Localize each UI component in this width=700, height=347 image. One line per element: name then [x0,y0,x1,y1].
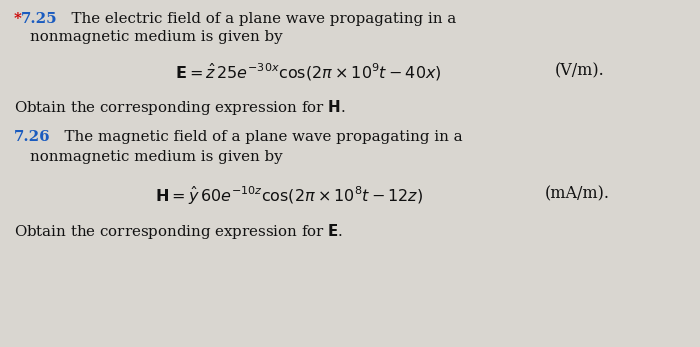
Text: $\mathbf{E} = \hat{z}\,25e^{-30x}\cos(2\pi \times 10^9 t - 40x)$: $\mathbf{E} = \hat{z}\,25e^{-30x}\cos(2\… [175,62,442,83]
Text: Obtain the corresponding expression for $\mathbf{E}$.: Obtain the corresponding expression for … [14,222,343,241]
Text: The electric field of a plane wave propagating in a: The electric field of a plane wave propa… [62,12,456,26]
Text: 7.26: 7.26 [14,130,50,144]
Text: nonmagnetic medium is given by: nonmagnetic medium is given by [30,150,283,164]
Text: 7.25: 7.25 [21,12,57,26]
Text: (mA/m).: (mA/m). [545,185,610,202]
Text: The magnetic field of a plane wave propagating in a: The magnetic field of a plane wave propa… [55,130,463,144]
Text: Obtain the corresponding expression for $\mathbf{H}$.: Obtain the corresponding expression for … [14,98,346,117]
Text: nonmagnetic medium is given by: nonmagnetic medium is given by [30,30,283,44]
Text: (V/m).: (V/m). [555,62,605,79]
Text: $\mathbf{H} = \hat{y}\,60e^{-10z}\cos(2\pi \times 10^8 t - 12z)$: $\mathbf{H} = \hat{y}\,60e^{-10z}\cos(2\… [155,185,424,207]
Text: *: * [14,12,22,26]
